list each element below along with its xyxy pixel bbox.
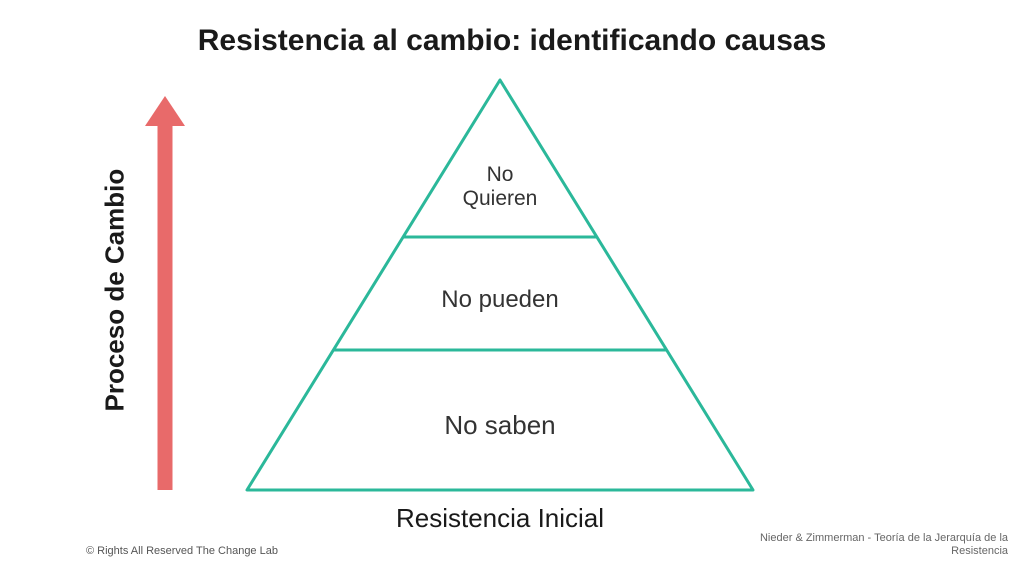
arrow-shaft: [158, 125, 173, 490]
pyramid-level-bottom: No saben: [350, 410, 650, 441]
attribution-line1: Nieder & Zimmerman - Teoría de la Jerarq…: [760, 532, 1008, 544]
pyramid-level-middle: No pueden: [350, 286, 650, 314]
attribution-line2: Resistencia: [951, 545, 1008, 557]
bottom-axis-label: Resistencia Inicial: [300, 503, 700, 534]
process-arrow: [145, 96, 185, 490]
arrow-head: [145, 96, 185, 126]
arrow-label: Proceso de Cambio: [100, 172, 131, 412]
pyramid-level-top: NoQuieren: [350, 163, 650, 211]
copyright-text: © Rights All Reserved The Change Lab: [86, 545, 278, 557]
slide-root: { "title": { "text": "Resistencia al cam…: [0, 0, 1024, 576]
attribution-text: Nieder & Zimmerman - Teoría de la Jerarq…: [760, 532, 1008, 558]
